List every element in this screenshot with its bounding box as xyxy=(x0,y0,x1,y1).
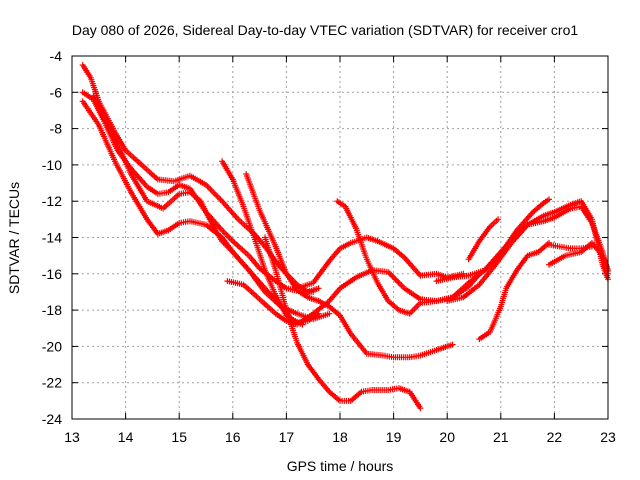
y-tick-label: -14 xyxy=(42,230,62,246)
x-tick-label: 15 xyxy=(171,429,187,445)
data-points xyxy=(476,239,552,343)
x-tick-label: 17 xyxy=(279,429,295,445)
y-tick-label: -24 xyxy=(42,411,62,427)
series-track-f xyxy=(243,171,456,361)
data-points xyxy=(294,234,467,292)
x-tick-label: 19 xyxy=(386,429,402,445)
x-tick-label: 20 xyxy=(439,429,455,445)
y-tick-label: -10 xyxy=(42,157,62,173)
y-tick-label: -8 xyxy=(50,121,63,137)
series-track-a xyxy=(79,62,322,295)
x-tick-label: 14 xyxy=(118,429,134,445)
x-tick-label: 23 xyxy=(600,429,616,445)
y-tick-label: -16 xyxy=(42,266,62,282)
y-tick-label: -18 xyxy=(42,302,62,318)
series-track-n xyxy=(476,239,552,343)
y-tick-label: -20 xyxy=(42,338,62,354)
x-tick-label: 21 xyxy=(493,429,509,445)
data-points xyxy=(243,171,456,361)
axis-ticks: 13 14 15 16 17 18 19 20 21 22 23 -24 -22 -20 -18 -16 -14… xyxy=(42,48,616,445)
x-tick-label: 16 xyxy=(225,429,241,445)
data-series xyxy=(79,62,611,412)
data-points xyxy=(79,62,322,295)
series-track-l xyxy=(433,196,552,285)
y-tick-label: -12 xyxy=(42,193,62,209)
x-tick-label: 18 xyxy=(332,429,348,445)
y-axis-label: SDTVAR / TECUs xyxy=(6,182,22,294)
data-points xyxy=(546,239,611,274)
y-tick-label: -22 xyxy=(42,375,62,391)
data-points xyxy=(262,234,424,412)
y-tick-label: -6 xyxy=(50,84,63,100)
series-track-i xyxy=(294,234,467,292)
series-track-h xyxy=(262,234,424,412)
chart-title: Day 080 of 2026, Sidereal Day-to-day VTE… xyxy=(72,22,578,38)
plot-frame xyxy=(71,55,609,420)
series-track-m xyxy=(465,216,502,263)
data-points xyxy=(465,216,502,263)
x-tick-label: 22 xyxy=(547,429,563,445)
series-track-p xyxy=(546,239,611,274)
x-axis-label: GPS time / hours xyxy=(287,458,394,474)
y-tick-label: -4 xyxy=(50,48,63,64)
x-tick-label: 13 xyxy=(64,429,80,445)
grid-lines xyxy=(72,56,608,419)
data-points xyxy=(433,196,552,285)
